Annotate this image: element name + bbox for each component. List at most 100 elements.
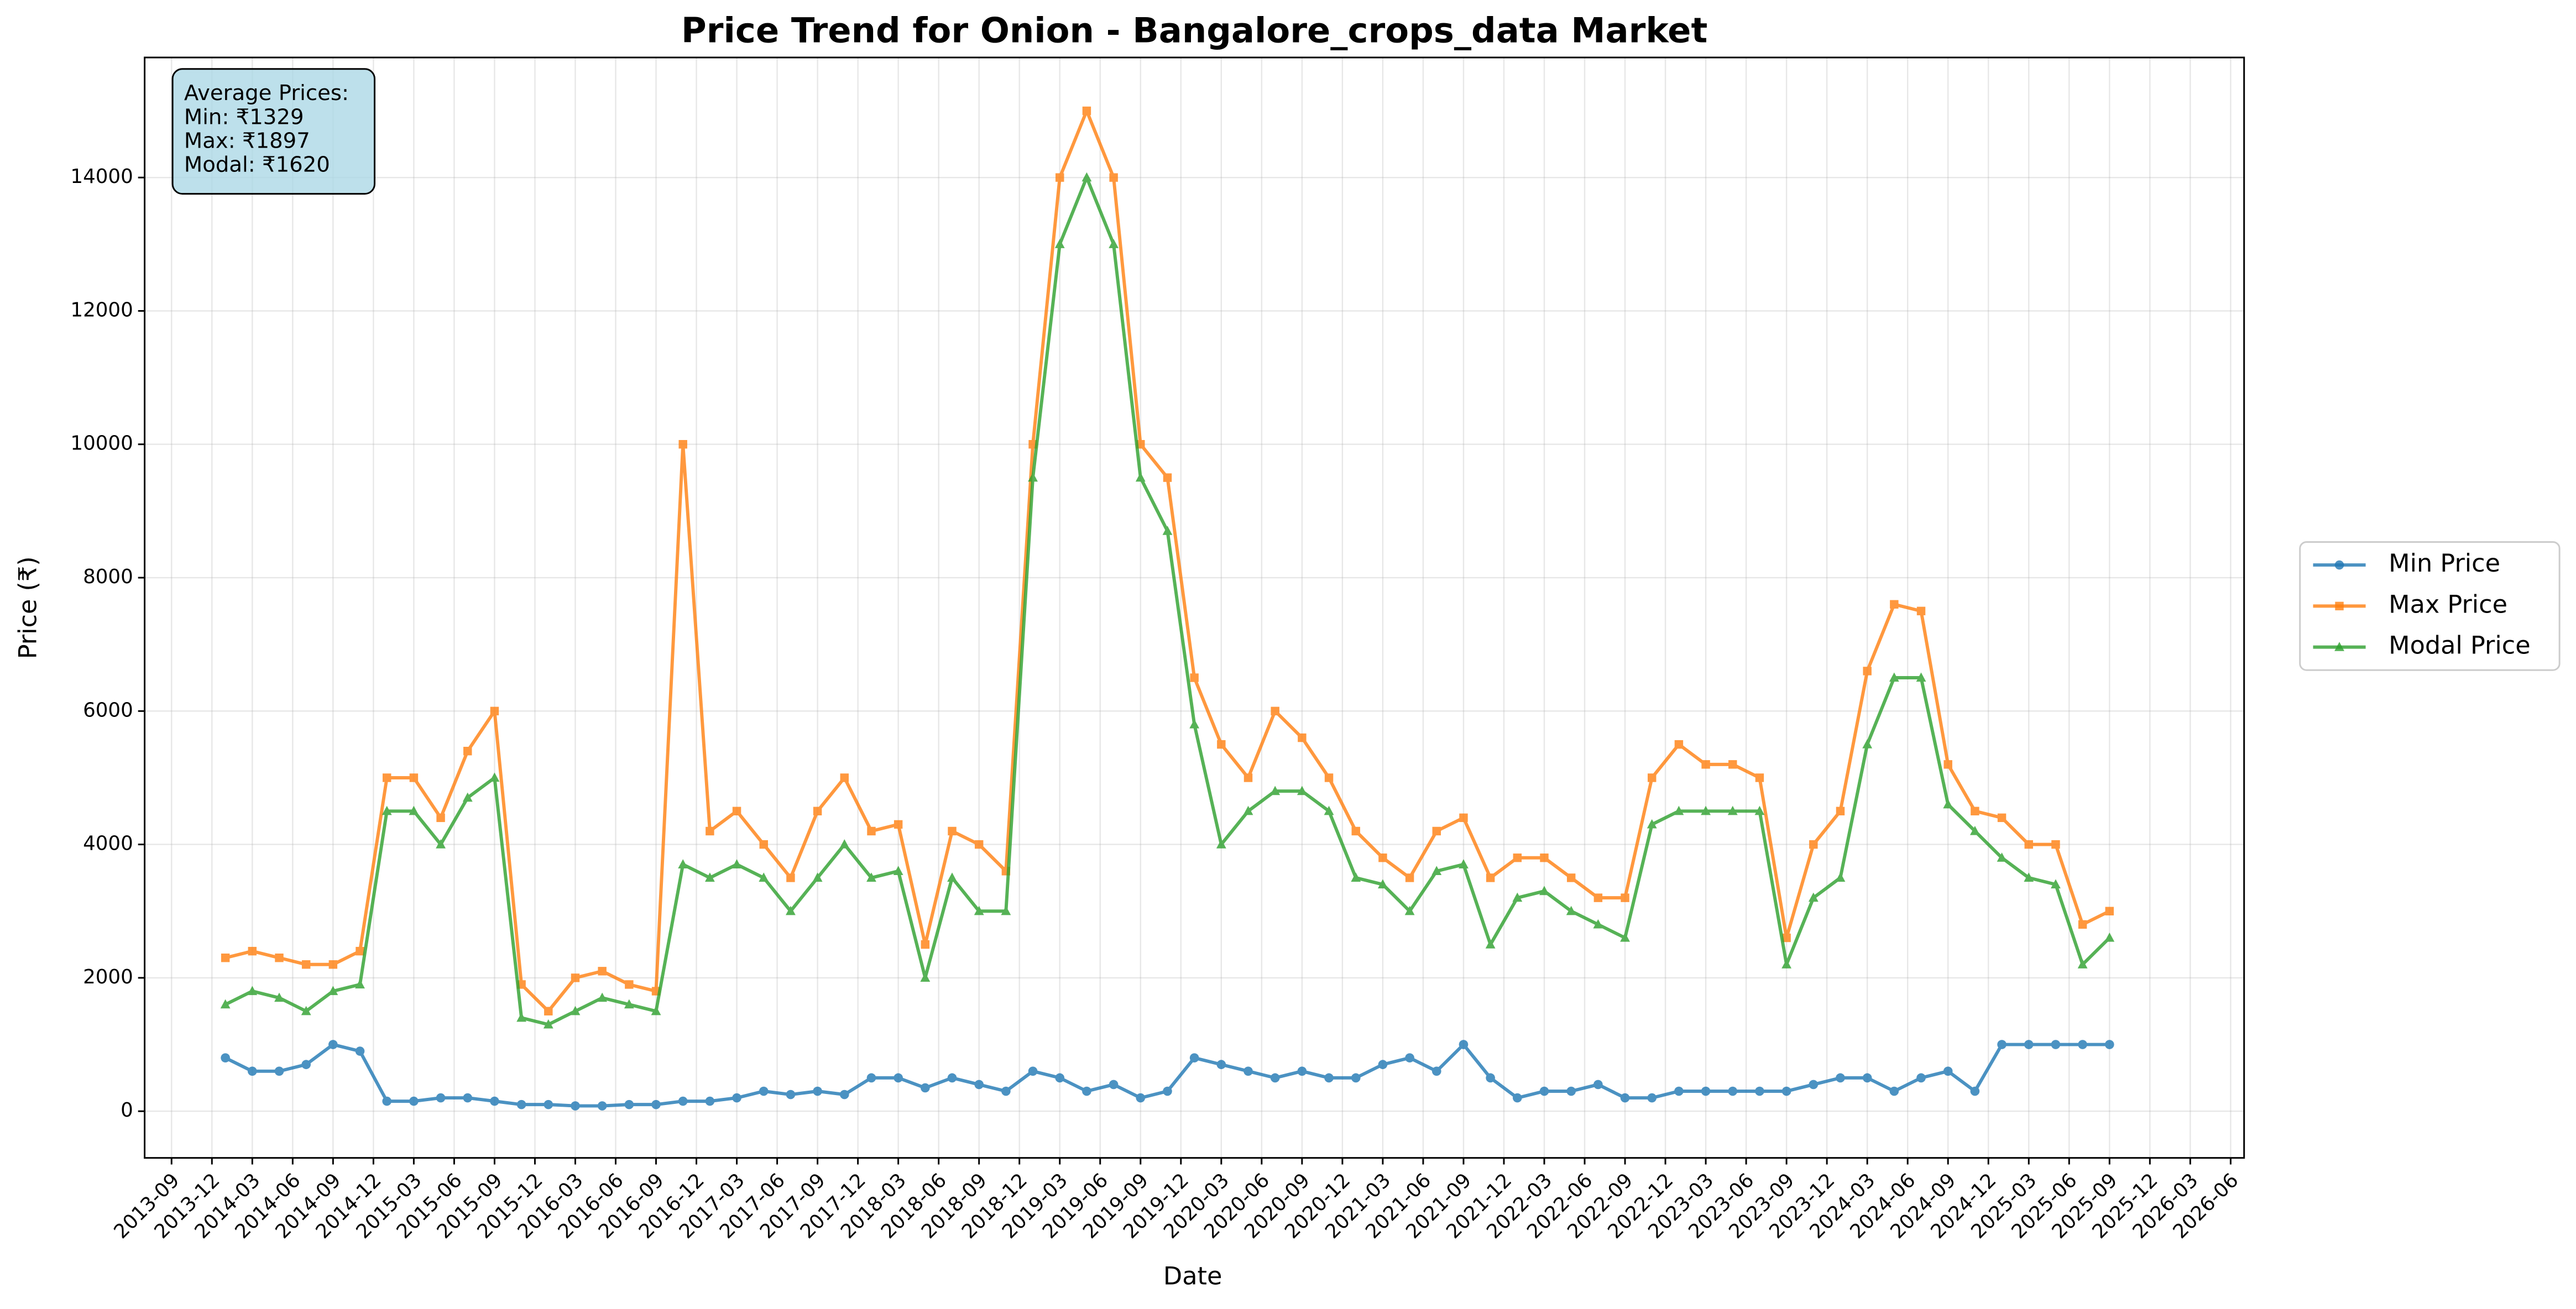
y-tick-label: 8000: [83, 566, 133, 588]
marker: [328, 1040, 338, 1049]
marker: [1512, 1093, 1522, 1103]
marker: [893, 1073, 903, 1083]
marker: [1862, 1073, 1872, 1083]
marker: [759, 872, 769, 882]
marker: [409, 805, 419, 815]
y-tick-label: 2000: [83, 966, 133, 988]
marker: [1969, 825, 1980, 835]
marker: [1109, 173, 1118, 182]
marker: [1377, 879, 1388, 889]
marker: [1539, 1086, 1549, 1096]
marker: [1351, 826, 1360, 836]
marker: [1862, 739, 1873, 748]
marker: [1566, 873, 1576, 882]
marker: [544, 1099, 553, 1109]
marker: [1001, 1086, 1011, 1096]
marker: [462, 792, 473, 802]
marker: [1189, 719, 1200, 729]
marker: [731, 859, 742, 868]
marker: [382, 773, 391, 782]
marker: [516, 1012, 527, 1022]
marker: [2078, 1040, 2087, 1049]
marker: [356, 946, 364, 956]
marker: [248, 946, 257, 956]
marker: [1217, 740, 1226, 749]
marker: [1890, 600, 1899, 609]
grid: [144, 57, 2244, 1158]
marker: [1728, 1086, 1738, 1096]
marker: [1432, 826, 1441, 836]
y-tick-label: 14000: [70, 165, 133, 188]
marker: [355, 979, 365, 989]
marker: [1485, 939, 1496, 949]
marker: [786, 873, 795, 882]
marker: [1109, 239, 1119, 248]
marker: [2024, 872, 2034, 882]
marker: [1593, 1080, 1603, 1090]
marker: [1540, 854, 1549, 862]
marker: [1620, 933, 1630, 942]
marker: [301, 960, 311, 969]
marker: [1378, 854, 1387, 862]
marker: [1997, 813, 2007, 823]
marker: [2334, 642, 2344, 651]
plot-frame: [144, 56, 2245, 1159]
marker: [1674, 1086, 1684, 1096]
marker: [247, 1066, 257, 1076]
marker: [221, 1053, 230, 1063]
marker: [1621, 893, 1629, 902]
marker: [1163, 1086, 1172, 1096]
marker: [1054, 239, 1065, 248]
marker: [893, 866, 903, 876]
marker: [920, 972, 931, 982]
marker: [1971, 807, 1979, 816]
marker: [921, 940, 930, 949]
marker: [839, 839, 850, 849]
marker: [1943, 1066, 1953, 1076]
marker: [1081, 172, 1092, 182]
marker: [1486, 873, 1495, 882]
marker: [1028, 472, 1038, 482]
marker: [2051, 879, 2061, 889]
marker: [1135, 472, 1146, 482]
marker: [1889, 672, 1899, 682]
marker: [732, 1093, 741, 1103]
marker: [1189, 1053, 1199, 1063]
marker: [1809, 840, 1818, 849]
marker: [436, 813, 445, 823]
marker: [1028, 1066, 1038, 1076]
marker: [1297, 786, 1307, 795]
marker: [2051, 1040, 2061, 1049]
marker: [866, 1073, 876, 1083]
marker: [247, 986, 258, 996]
marker: [1056, 173, 1064, 182]
marker: [1593, 893, 1603, 902]
marker: [678, 1096, 688, 1106]
marker: [1755, 773, 1764, 782]
marker: [597, 992, 608, 1002]
marker: [974, 1080, 984, 1090]
marker: [1431, 1066, 1441, 1076]
marker: [1674, 740, 1684, 749]
series: [220, 172, 2115, 1029]
marker: [1647, 773, 1657, 782]
marker: [2051, 840, 2060, 849]
marker: [221, 953, 230, 962]
marker: [1755, 1086, 1764, 1096]
series: [221, 1040, 2114, 1111]
annotation-line: Modal: ₹1620: [184, 152, 330, 177]
marker: [1055, 1073, 1065, 1083]
marker: [732, 807, 741, 816]
marker: [2024, 840, 2033, 849]
marker: [2024, 1040, 2034, 1049]
y-tick-label: 10000: [70, 432, 133, 455]
marker: [1243, 1066, 1253, 1076]
marker: [1782, 933, 1791, 943]
marker: [1889, 1086, 1899, 1096]
marker: [409, 1096, 419, 1106]
marker: [1647, 819, 1657, 829]
marker: [1836, 807, 1845, 816]
marker: [1243, 805, 1253, 815]
